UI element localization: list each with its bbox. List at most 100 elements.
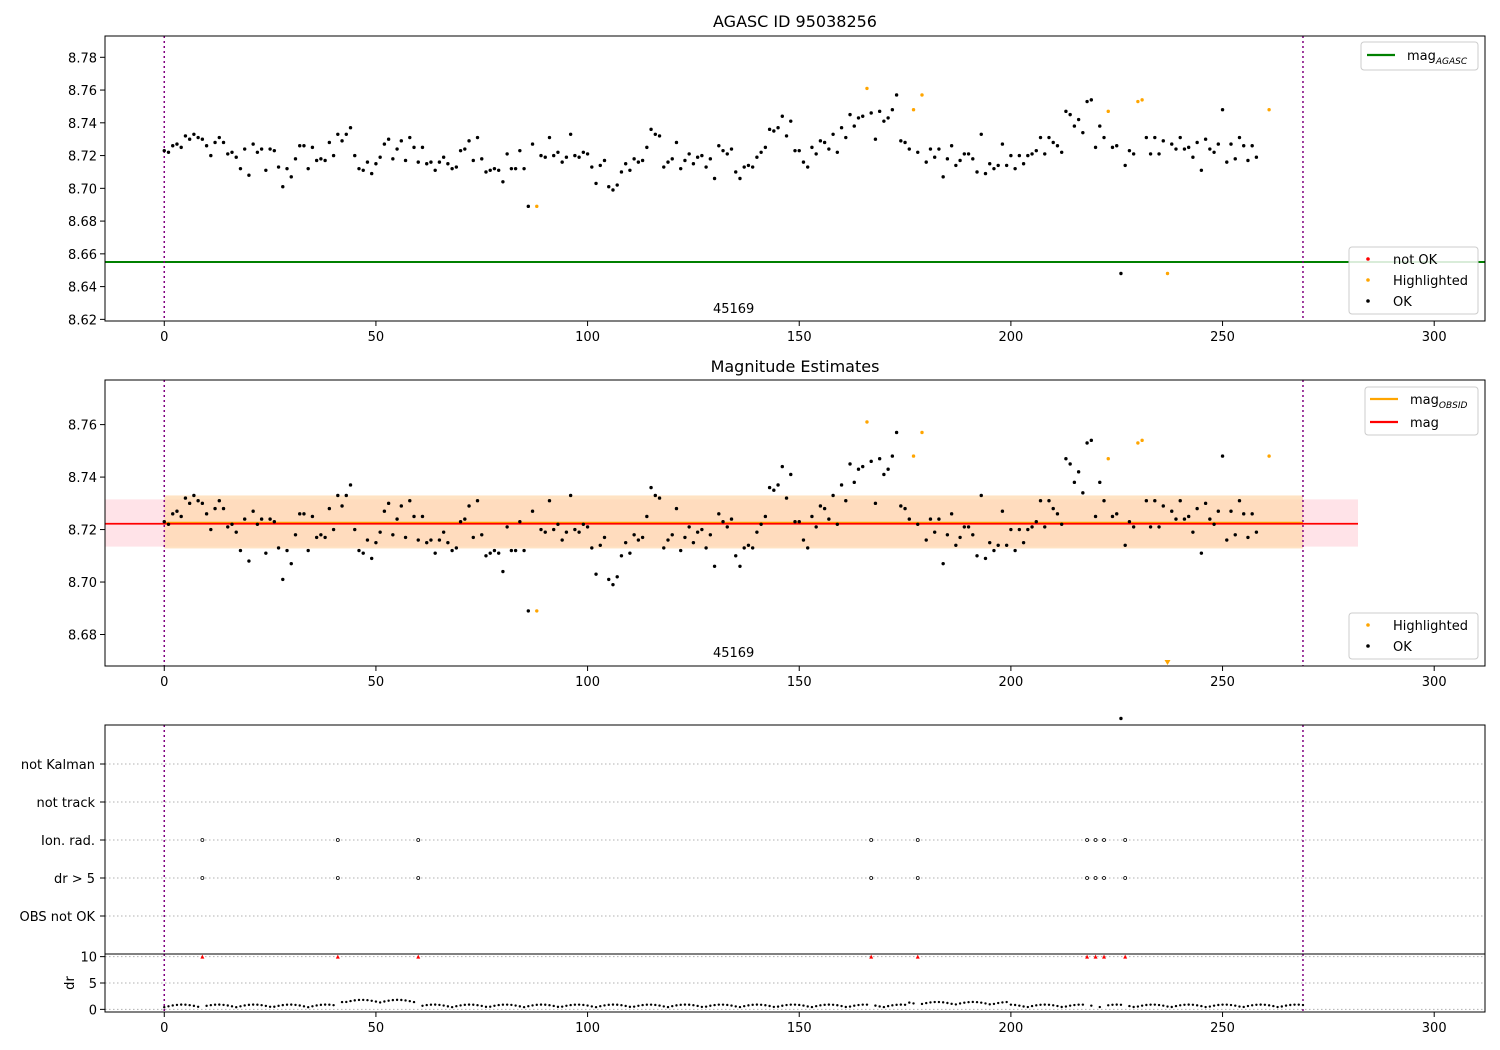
ok-point — [598, 543, 602, 548]
flag-point — [1123, 838, 1128, 842]
ok-point — [281, 184, 285, 189]
dr-point — [1043, 1003, 1046, 1006]
y-tick-label: 8.66 — [68, 248, 97, 263]
flag-point — [335, 838, 340, 842]
dr-point — [247, 1003, 251, 1007]
panel-magnitude-estimates: 45169 0 50 100 150 200 250 300 8.68 8.70 8.72 8.74 8… — [68, 379, 1486, 721]
ok-point — [1072, 480, 1077, 485]
ok-point — [954, 543, 958, 548]
dr-point — [433, 1003, 437, 1006]
ok-point — [1174, 147, 1178, 151]
highlighted-point — [1140, 438, 1144, 443]
ok-point — [209, 153, 213, 158]
dr-point — [1179, 1004, 1182, 1007]
ok-point — [425, 540, 429, 545]
ok-point — [907, 517, 911, 521]
ok-point — [649, 127, 653, 132]
y-tick-label: 8.70 — [68, 182, 97, 197]
ok-point — [1030, 525, 1034, 529]
ok-point — [1059, 522, 1064, 527]
ok-point — [416, 160, 420, 164]
ok-point — [437, 538, 442, 542]
ok-point — [949, 144, 954, 148]
ok-point — [666, 538, 670, 542]
ok-point — [344, 132, 348, 136]
ok-point — [251, 509, 255, 513]
x-tick-label: 0 — [160, 675, 168, 690]
ok-point — [175, 142, 179, 146]
dr-point — [395, 998, 399, 1002]
dr-point — [1234, 1004, 1237, 1007]
dr-point — [493, 1004, 496, 1007]
ok-point — [166, 150, 171, 154]
ok-point — [932, 530, 937, 534]
ok-point — [695, 530, 700, 534]
x-tick-label: 100 — [575, 1021, 600, 1036]
ok-point — [1212, 150, 1216, 154]
ok-point — [1203, 501, 1208, 506]
ok-point — [657, 496, 662, 500]
ok-point — [632, 533, 636, 537]
y-tick-label: 8.70 — [68, 576, 97, 591]
ok-point — [403, 535, 408, 540]
ok-point — [886, 116, 890, 120]
ok-point — [298, 144, 302, 148]
ok-point — [1026, 153, 1030, 158]
dr-point — [1263, 1003, 1267, 1007]
dr-point — [781, 1004, 784, 1007]
ok-point — [509, 548, 514, 553]
ok-point — [966, 152, 971, 156]
dr-point — [895, 1003, 898, 1007]
ok-point — [844, 498, 848, 503]
dr-point — [836, 1004, 839, 1007]
ok-point — [852, 480, 856, 485]
ok-point — [738, 564, 742, 568]
y-tick-label: 10 — [80, 951, 97, 966]
flag-point — [416, 838, 421, 842]
ok-point — [890, 108, 895, 112]
dr-point — [1229, 1003, 1233, 1007]
ok-point — [327, 506, 332, 511]
ok-point — [628, 551, 632, 555]
ok-point — [590, 165, 594, 169]
dr-point — [552, 1004, 555, 1008]
ok-point — [1034, 148, 1038, 153]
ok-point — [607, 184, 611, 189]
dr-point — [243, 1004, 246, 1007]
ok-point — [750, 165, 755, 169]
dr-point — [1145, 1003, 1148, 1007]
ok-point — [475, 498, 480, 503]
dr-point — [645, 1003, 649, 1006]
ok-point — [1085, 99, 1089, 104]
dr-point — [1077, 1003, 1080, 1006]
ok-point — [899, 504, 903, 508]
dr-point — [789, 1003, 792, 1006]
highlighted-point — [1140, 98, 1144, 102]
ok-point — [585, 152, 590, 156]
ok-point — [463, 517, 467, 521]
ok-point — [221, 140, 226, 145]
ok-point — [314, 535, 319, 540]
dr-point — [544, 1003, 547, 1006]
dr-point — [497, 1003, 500, 1007]
ok-point — [1216, 142, 1221, 146]
ok-point — [1127, 519, 1132, 524]
dr-point — [196, 1005, 200, 1008]
axes-frame — [104, 35, 1486, 322]
ok-point — [810, 145, 814, 150]
ok-point — [1237, 498, 1242, 503]
ok-point — [192, 132, 196, 136]
dr-point — [412, 1000, 416, 1004]
dr-point — [1170, 1005, 1173, 1009]
ok-point — [670, 157, 674, 161]
ok-point — [480, 157, 484, 161]
ok-point — [353, 153, 357, 158]
ok-point — [844, 135, 848, 140]
ok-point — [1153, 135, 1157, 140]
ok-point — [560, 538, 564, 542]
dr-point — [776, 1005, 780, 1008]
dr-point — [946, 1001, 949, 1005]
ok-point — [365, 160, 370, 164]
dr-point — [950, 1002, 953, 1006]
dr-clipped-marker — [915, 954, 920, 959]
